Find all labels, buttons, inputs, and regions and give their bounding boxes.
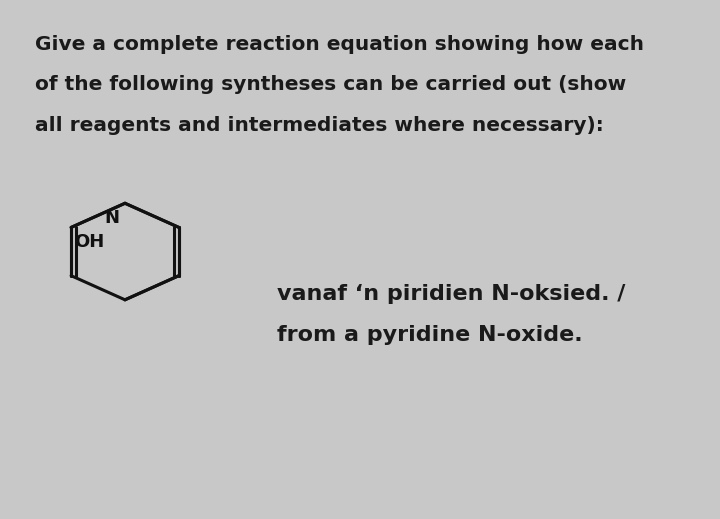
Text: vanaf ‘n piridien N-oksied. /: vanaf ‘n piridien N-oksied. / (277, 284, 626, 305)
Text: N: N (104, 209, 120, 227)
Text: all reagents and intermediates where necessary):: all reagents and intermediates where nec… (35, 116, 604, 134)
Text: from a pyridine N-oxide.: from a pyridine N-oxide. (277, 325, 582, 345)
Text: Give a complete reaction equation showing how each: Give a complete reaction equation showin… (35, 35, 644, 53)
Text: of the following syntheses can be carried out (show: of the following syntheses can be carrie… (35, 75, 626, 94)
Text: OH: OH (75, 233, 105, 251)
